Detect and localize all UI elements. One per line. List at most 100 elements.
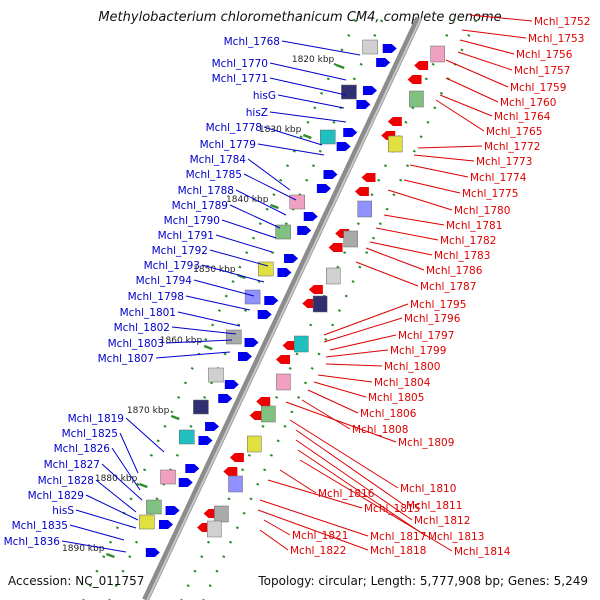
gene-block <box>388 135 403 153</box>
right-gene-label: Mchl_1808 <box>352 424 408 436</box>
right-gene-label: Mchl_1759 <box>510 82 566 94</box>
gene-block <box>320 129 336 145</box>
forward-gene-arrow <box>382 44 397 53</box>
gene-block <box>341 84 357 100</box>
left-label-leader <box>229 204 281 229</box>
reverse-gene-arrow <box>282 341 297 350</box>
right-gene-label: Mchl_1804 <box>374 377 431 389</box>
tick-mark <box>170 414 180 421</box>
right-label-leader <box>439 94 493 117</box>
gene-block <box>409 90 424 108</box>
dotted-guide-0 <box>82 19 358 600</box>
kbp-tick-label: 1820 kbp <box>292 55 335 65</box>
forward-gene-arrow <box>336 142 351 151</box>
left-gene-label: Mchl_1836 <box>4 536 61 548</box>
reverse-gene-arrow <box>387 117 402 126</box>
left-label-leader <box>269 77 347 96</box>
right-gene-label: Mchl_1752 <box>534 16 590 28</box>
left-label-leader <box>101 463 143 501</box>
backbone-line <box>142 16 423 600</box>
gene-block <box>326 267 341 285</box>
forward-gene-arrow <box>178 478 193 487</box>
forward-gene-arrow <box>316 184 331 193</box>
right-gene-label: Mchl_1774 <box>470 172 527 184</box>
left-label-leader <box>281 40 361 56</box>
right-label-leader <box>289 419 399 489</box>
left-label-leader <box>257 143 325 156</box>
right-label-leader <box>299 459 453 552</box>
left-label-leader <box>193 279 255 297</box>
left-gene-label: Mchl_1784 <box>190 154 247 166</box>
right-gene-label: Mchl_1765 <box>486 126 542 138</box>
right-label-leader <box>257 509 369 551</box>
right-gene-label: Mchl_1781 <box>446 220 502 232</box>
left-gene-label: hisS <box>52 505 74 517</box>
gene-block <box>275 224 291 240</box>
kbp-tick-label: 1890 kbp <box>62 544 105 554</box>
left-label-leader <box>185 295 251 311</box>
left-label-leader <box>119 432 139 474</box>
left-gene-label: hisG <box>253 90 276 102</box>
kbp-tick-label: 1830 kbp <box>259 125 302 135</box>
left-label-leader <box>171 326 237 335</box>
right-gene-label: Mchl_1753 <box>528 33 584 45</box>
right-gene-label: Mchl_1809 <box>398 437 454 449</box>
left-gene-label: Mchl_1801 <box>120 307 176 319</box>
left-gene-label: Mchl_1819 <box>68 413 124 425</box>
gene-block <box>179 429 195 445</box>
right-gene-label: Mchl_1815 <box>364 503 420 515</box>
left-label-leader <box>69 524 125 541</box>
forward-gene-arrow <box>303 212 318 221</box>
gene-block <box>208 367 224 383</box>
left-gene-label: Mchl_1827 <box>44 459 100 471</box>
forward-gene-arrow <box>237 352 252 361</box>
right-label-leader <box>279 469 317 494</box>
left-label-leader <box>235 189 287 216</box>
right-gene-label: Mchl_1818 <box>370 545 426 557</box>
kbp-tick-label: 1870 kbp <box>127 406 170 416</box>
left-label-leader <box>95 479 137 513</box>
right-label-leader <box>445 77 499 103</box>
kbp-tick-label: 1840 kbp <box>226 195 269 205</box>
right-gene-label: Mchl_1795 <box>410 299 466 311</box>
forward-gene-arrow <box>356 100 371 109</box>
right-label-leader <box>325 363 383 367</box>
right-label-leader <box>295 429 405 506</box>
left-gene-label: Mchl_1803 <box>108 338 164 350</box>
right-label-leader <box>285 401 397 443</box>
gene-block <box>343 230 358 248</box>
right-label-leader <box>317 374 373 383</box>
right-gene-label: Mchl_1810 <box>400 483 456 495</box>
reverse-gene-arrow <box>229 453 244 462</box>
right-gene-label: Mchl_1773 <box>476 156 532 168</box>
tick-mark <box>138 482 148 489</box>
right-gene-label: Mchl_1814 <box>454 546 511 558</box>
right-gene-label: Mchl_1783 <box>434 250 490 262</box>
left-gene-label: Mchl_1778 <box>206 122 262 134</box>
reverse-gene-arrow <box>308 285 323 294</box>
right-gene-label: Mchl_1772 <box>484 141 540 153</box>
left-gene-label: Mchl_1768 <box>224 36 280 48</box>
right-label-leader <box>307 389 359 414</box>
left-gene-label: Mchl_1785 <box>186 169 242 181</box>
left-label-leader <box>215 234 273 253</box>
forward-gene-arrow <box>244 338 259 347</box>
left-label-leader <box>201 264 265 283</box>
reverse-gene-arrow <box>275 355 290 364</box>
gene-block <box>247 435 262 453</box>
forward-gene-arrow <box>297 226 312 235</box>
forward-gene-arrow <box>198 436 213 445</box>
gene-block <box>261 405 276 423</box>
reverse-gene-arrow <box>203 509 218 518</box>
reverse-gene-arrow <box>407 75 422 84</box>
right-label-leader <box>409 164 469 178</box>
right-gene-label: Mchl_1813 <box>428 531 484 543</box>
forward-gene-arrow <box>323 170 338 179</box>
gene-block <box>357 200 372 218</box>
right-label-leader <box>383 214 445 226</box>
forward-gene-arrow <box>362 86 377 95</box>
reverse-gene-arrow <box>302 299 317 308</box>
right-gene-label: Mchl_1816 <box>318 488 375 500</box>
tick-mark <box>105 552 115 559</box>
